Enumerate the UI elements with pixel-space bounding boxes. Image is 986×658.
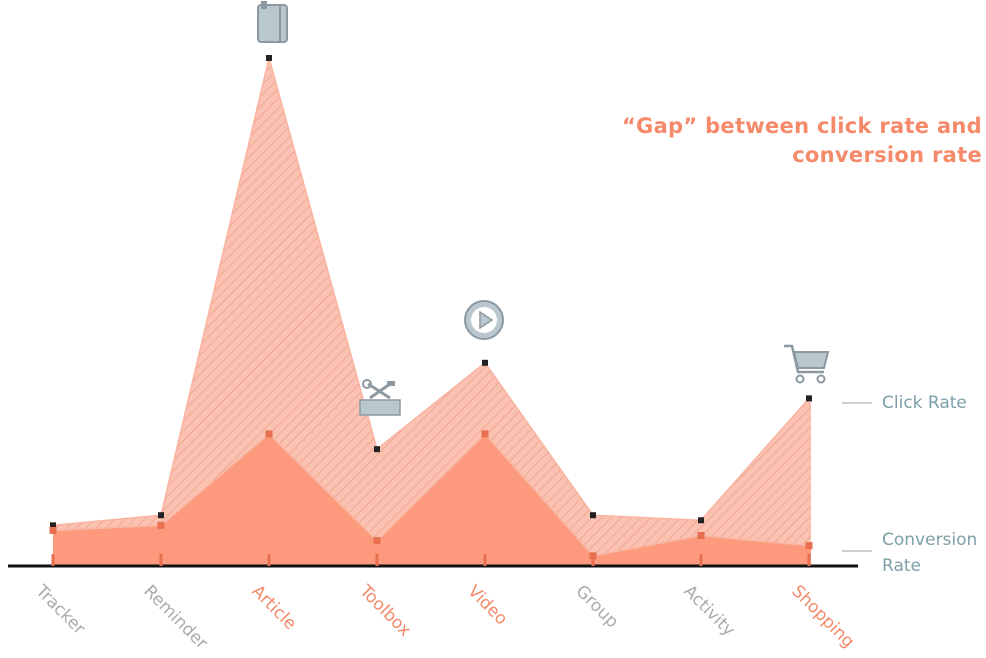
play-icon [464, 300, 504, 340]
conversion-rate-area [53, 433, 811, 566]
conversion-rate-point [697, 532, 705, 540]
x-label-shopping: Shopping [787, 581, 858, 652]
gap-annotation: “Gap” between click rate and conversion … [621, 114, 982, 167]
legend-conversion-line [842, 550, 872, 552]
x-axis-ticks [51, 554, 811, 566]
x-label-article: Article [247, 581, 300, 634]
conversion-rate-point [373, 537, 381, 545]
click-rate-point [698, 517, 704, 524]
x-label-group: Group [571, 581, 622, 632]
click-rate-point [50, 522, 56, 529]
click-rate-point [590, 512, 596, 519]
conversion-rate-point [265, 430, 273, 438]
click-rate-point [158, 512, 164, 519]
conversion-rate-point [481, 430, 489, 438]
toolbox-icon [359, 379, 401, 416]
legend-click-label: Click Rate [882, 393, 967, 413]
x-label-reminder: Reminder [139, 581, 211, 653]
conversion-rate-line [52, 432, 810, 557]
legend-click-line [842, 402, 872, 404]
gap-hatch-area [53, 58, 811, 566]
conversion-rate-point [49, 526, 57, 534]
notebook-icon [257, 1, 288, 43]
conversion-rate-point [157, 521, 165, 529]
x-label-activity: Activity [679, 581, 738, 640]
x-label-tracker: Tracker [31, 581, 89, 639]
legend-conversion-label: Conversion Rate [882, 530, 978, 576]
click-rate-point [374, 446, 380, 453]
click-rate-line [52, 57, 810, 527]
conversion-rate-point [805, 542, 813, 550]
x-label-toolbox: Toolbox [355, 581, 415, 641]
chart-areas [52, 57, 811, 566]
click-rate-point [806, 395, 812, 402]
shopping-cart-icon [784, 344, 830, 384]
x-axis-labels: Tracker Reminder Article Toolbox Video Group A… [31, 581, 858, 654]
x-label-video: Video [463, 581, 511, 629]
click-rate-point [482, 359, 488, 366]
click-rate-point [266, 55, 272, 61]
